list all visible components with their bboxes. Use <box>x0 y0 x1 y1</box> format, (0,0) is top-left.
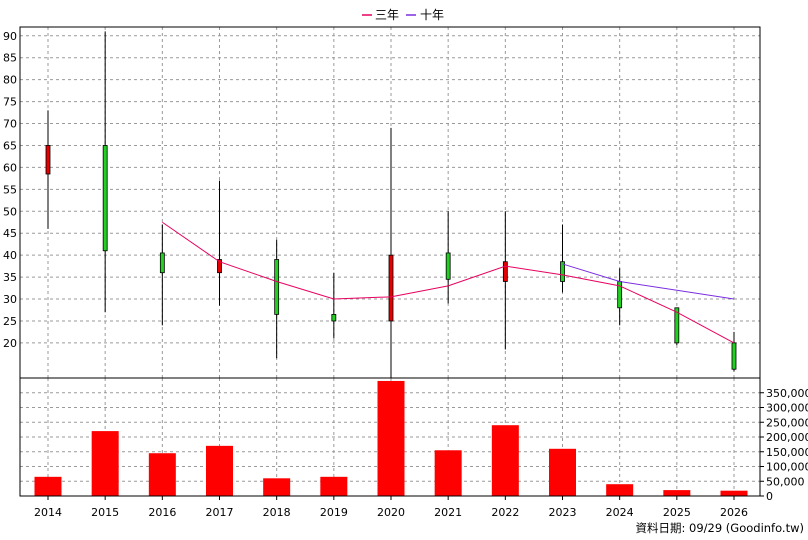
candle-body <box>217 259 222 274</box>
price-panel: 20 25 30 35 40 45 50 55 60 65 70 75 80 85 90 <box>3 27 760 378</box>
x-tick-label: 2024 <box>606 506 634 519</box>
x-tick-label: 2018 <box>263 506 291 519</box>
price-axis-ticks: 20 25 30 35 40 45 50 55 60 65 70 75 80 85 90 <box>3 30 17 350</box>
legend-label-10y: 十年 <box>420 8 444 22</box>
price-tick-label: 70 <box>3 118 17 131</box>
volume-bar <box>148 453 176 496</box>
price-tick-label: 20 <box>3 337 17 350</box>
candle-body <box>502 261 508 282</box>
legend-label-3y: 三年 <box>375 8 399 22</box>
volume-tick-label: 350,000 <box>766 387 808 400</box>
volume-bar <box>34 476 62 496</box>
volume-bars <box>34 380 748 496</box>
volume-tick-label: 100,000 <box>766 461 808 474</box>
x-tick-label: 2014 <box>34 506 62 519</box>
price-tick-label: 60 <box>3 161 17 174</box>
price-tick-label: 50 <box>3 205 17 218</box>
price-tick-label: 90 <box>3 30 17 43</box>
candle-body <box>102 145 108 252</box>
volume-bar <box>263 478 291 496</box>
candle-body <box>274 259 280 315</box>
price-tick-label: 55 <box>3 183 17 196</box>
price-tick-label: 80 <box>3 74 17 87</box>
series-line <box>562 263 735 300</box>
volume-tick-label: 150,000 <box>766 446 808 459</box>
candle-body <box>45 145 51 175</box>
price-tick-label: 30 <box>3 293 17 306</box>
footer-data-date: 資料日期: 09/29 (Goodinfo.tw) <box>635 521 804 535</box>
volume-bar <box>91 431 119 496</box>
price-tick-label: 75 <box>3 96 17 109</box>
x-axis-labels: 2014 2015 2016 2017 2018 2019 2020 2021 2022 2023… <box>34 496 748 519</box>
volume-tick-label: 250,000 <box>766 416 808 429</box>
volume-bar <box>434 450 462 496</box>
price-tick-label: 25 <box>3 315 17 328</box>
candle-body <box>331 313 337 322</box>
volume-tick-label: 0 <box>766 490 773 503</box>
candle-body <box>445 252 451 280</box>
price-tick-label: 35 <box>3 271 17 284</box>
series-line <box>162 221 735 344</box>
x-tick-label: 2022 <box>491 506 519 519</box>
volume-tick-label: 300,000 <box>766 402 808 415</box>
volume-bar <box>720 490 748 496</box>
candle-body <box>388 254 394 322</box>
x-tick-label: 2016 <box>148 506 176 519</box>
x-tick-label: 2020 <box>377 506 405 519</box>
candle-body <box>560 261 565 282</box>
x-tick-label: 2025 <box>663 506 691 519</box>
candles <box>45 31 737 378</box>
x-tick-label: 2026 <box>720 506 748 519</box>
x-tick-label: 2023 <box>549 506 577 519</box>
x-tick-label: 2017 <box>206 506 234 519</box>
candle-body <box>159 252 165 274</box>
x-tick-label: 2019 <box>320 506 348 519</box>
moving-average-lines <box>162 221 735 344</box>
volume-tick-label: 200,000 <box>766 431 808 444</box>
price-tick-label: 40 <box>3 249 17 262</box>
price-tick-label: 65 <box>3 139 17 152</box>
volume-bar <box>206 445 233 496</box>
volume-bar <box>606 484 634 496</box>
legend: 三年 十年 <box>362 8 444 22</box>
volume-tick-label: 50,000 <box>766 475 805 488</box>
candle-body <box>731 342 737 370</box>
volume-bar <box>320 476 348 496</box>
volume-bar <box>549 448 576 496</box>
x-tick-label: 2021 <box>434 506 462 519</box>
volume-bar <box>663 490 691 496</box>
price-tick-label: 85 <box>3 52 17 65</box>
volume-bar <box>377 380 405 496</box>
volume-bar <box>491 425 519 496</box>
candle-body <box>674 307 680 344</box>
price-tick-label: 45 <box>3 227 17 240</box>
volume-panel-frame <box>19 377 761 497</box>
x-tick-label: 2015 <box>91 506 119 519</box>
price-gridlines <box>20 27 760 378</box>
